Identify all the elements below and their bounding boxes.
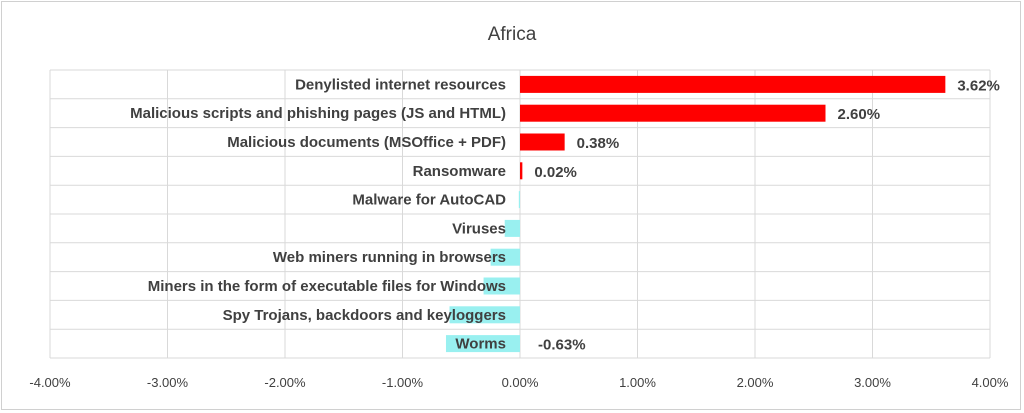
category-label: Malware for AutoCAD: [352, 192, 506, 209]
x-tick-label: 4.00%: [972, 375, 1009, 390]
category-label: Web miners running in browsers: [273, 249, 506, 266]
x-tick-label: -1.00%: [382, 375, 424, 390]
x-tick-label: 3.00%: [854, 375, 891, 390]
x-tick-label: -4.00%: [29, 375, 71, 390]
category-label: Worms: [455, 336, 506, 353]
x-tick-label: 2.00%: [737, 375, 774, 390]
bar: [490, 248, 520, 266]
bars: [445, 75, 946, 353]
category-label: Denylisted internet resources: [295, 76, 506, 93]
category-label: Spy Trojans, backdoors and keyloggers: [223, 307, 506, 324]
bar: [445, 335, 520, 353]
x-tick-label: 1.00%: [619, 375, 656, 390]
data-labels: 3.62% 2.60% 0.38%0.02% -0.63%: [534, 77, 1000, 353]
bar: [449, 306, 520, 324]
category-label: Miners in the form of executable files f…: [148, 278, 506, 295]
bar: [520, 75, 946, 93]
bar: [483, 277, 520, 295]
x-axis-ticks: -4.00% -3.00% -2.00% -1.00% 0.00% 1.00% 2.00% 3…: [29, 375, 1008, 390]
x-tick-label: 0.00%: [502, 375, 539, 390]
category-label: Malicious scripts and phishing pages (JS…: [130, 105, 506, 122]
data-label: -0.63%: [538, 337, 586, 354]
data-label: 0.02%: [534, 164, 577, 181]
bar: [518, 191, 520, 209]
category-label: Malicious documents (MSOffice + PDF): [227, 134, 506, 151]
bar: [520, 162, 523, 180]
category-label: Viruses: [452, 220, 506, 237]
bar: [520, 104, 826, 122]
data-label: 3.62%: [957, 77, 1000, 94]
category-labels: Denylisted internet resources Malicious s…: [130, 76, 506, 352]
chart-title: Africa: [487, 24, 537, 45]
x-tick-label: -3.00%: [147, 375, 189, 390]
bar: [504, 219, 520, 237]
x-tick-label: -2.00%: [264, 375, 306, 390]
bar: [520, 133, 565, 151]
category-label: Ransomware: [413, 163, 506, 180]
data-label: 0.38%: [577, 135, 620, 152]
data-label: 2.60%: [838, 106, 881, 123]
